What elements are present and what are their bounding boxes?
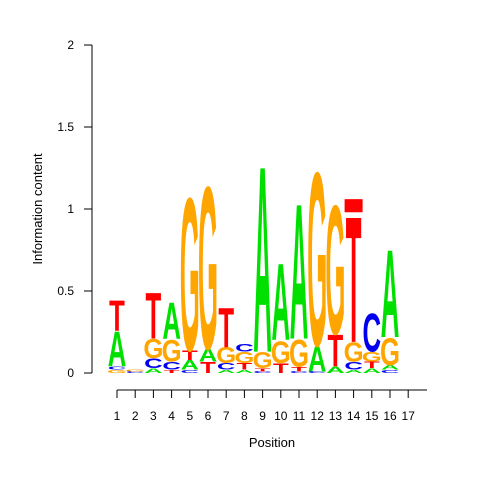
logo-letter-a-pos-7: A xyxy=(217,369,236,374)
logo-letter-a-pos-11: A xyxy=(290,165,309,381)
logo-letter-c-pos-2: C xyxy=(126,371,145,374)
logo-letter-g-pos-14: G xyxy=(344,337,364,368)
logo-letter-a-pos-1: A xyxy=(108,322,127,377)
logo-letter-t-pos-5: T xyxy=(182,348,198,363)
x-tick-label: 9 xyxy=(259,409,266,423)
logo-letter-g-pos-4: G xyxy=(162,334,182,369)
x-axis-ticks: 1 2 3 4 5 6 7 8 9 10 11 12 13 14 15 16 17 xyxy=(114,390,416,423)
logo-letter-t-pos-3: T xyxy=(146,279,162,353)
x-tick-label: 15 xyxy=(365,409,379,423)
logo-letter-a-pos-3: A xyxy=(144,367,163,375)
x-tick-label: 4 xyxy=(168,409,175,423)
logo-letter-a-pos-16: A xyxy=(381,225,400,365)
logo-letter-a-pos-4: A xyxy=(162,292,181,350)
logo-letter-a-pos-9: A xyxy=(253,112,272,409)
logo-letter-c-pos-5: C xyxy=(181,369,200,374)
y-tick-label: 2 xyxy=(67,38,74,52)
x-tick-label: 5 xyxy=(186,409,193,423)
logo-letter-t-pos-9: T xyxy=(255,367,272,372)
x-tick-label: 12 xyxy=(311,409,325,423)
logo-letter-g-pos-2: G xyxy=(125,369,145,372)
logo-letter-c-pos-14: C xyxy=(344,360,363,373)
logo-letter-g-pos-7: G xyxy=(216,343,236,368)
logo-letter-t-pos-8: T xyxy=(237,362,253,372)
logo-letter-g-pos-8: G xyxy=(234,349,254,367)
logo-letter-c-pos-16: C xyxy=(381,369,400,374)
y-axis-label: Information content xyxy=(30,153,45,265)
logo-letter-t-pos-13: T xyxy=(328,326,344,376)
x-tick-label: 7 xyxy=(223,409,230,423)
logo-letter-c-pos-9: C xyxy=(253,371,272,374)
logo-letter-a-pos-15: A xyxy=(363,367,382,375)
logo-letter-a-pos-6: A xyxy=(199,345,218,365)
logo-letter-g-pos-5: G xyxy=(180,152,200,396)
logo-letter-c-pos-8: C xyxy=(235,342,254,355)
y-tick-label: 0 xyxy=(67,366,74,380)
logo-letter-t-pos-10: T xyxy=(273,361,289,376)
logo-letter-t-pos-7: T xyxy=(218,296,234,359)
logo-letter-c-pos-11: C xyxy=(290,371,309,374)
x-tick-label: 6 xyxy=(205,409,212,423)
logo-letter-c-pos-12: C xyxy=(308,371,327,374)
logo-letter-t-pos-4: T xyxy=(164,369,181,374)
logo-letter-g-pos-12: G xyxy=(307,121,327,398)
logo-letter-a-pos-10: A xyxy=(272,241,291,364)
x-tick-label: 8 xyxy=(241,409,248,423)
x-tick-label: 11 xyxy=(293,409,306,423)
logo-letter-t-pos-11: T xyxy=(291,365,307,373)
logo-letter-a-pos-13: A xyxy=(326,365,345,375)
logo-letter-g-pos-10: G xyxy=(271,336,291,371)
y-axis-ticks: 0 0.5 1 1.5 2 xyxy=(57,38,92,380)
logo-letter-a-pos-14: A xyxy=(344,369,363,374)
logo-letter-t-pos-6: T xyxy=(200,359,216,377)
logo-letter-g-pos-6: G xyxy=(198,139,218,399)
y-tick-label: 0.5 xyxy=(57,284,74,298)
x-tick-label: 1 xyxy=(114,409,121,423)
x-tick-label: 10 xyxy=(274,409,288,423)
x-tick-label: 17 xyxy=(402,409,416,423)
logo-letter-c-pos-4: C xyxy=(162,360,181,373)
logo-letter-g-pos-11: G xyxy=(289,331,309,375)
logo-letter-c-pos-3: C xyxy=(144,356,163,371)
logo-letter-t-pos-1: T xyxy=(109,291,125,340)
logo-letter-a-pos-12: A xyxy=(308,338,327,380)
x-tick-label: 3 xyxy=(150,409,157,423)
x-tick-label: 14 xyxy=(347,409,361,423)
x-tick-label: 2 xyxy=(132,409,139,423)
logo-letter-c-pos-1: C xyxy=(108,366,127,371)
y-tick-label: 1 xyxy=(67,202,74,216)
logo-letter-g-pos-3: G xyxy=(143,334,163,365)
logo-letter-c-pos-7: C xyxy=(217,362,236,372)
x-tick-label: 13 xyxy=(329,409,343,423)
y-tick-label: 1.5 xyxy=(57,120,74,134)
logo-letter-a-pos-16: A xyxy=(381,364,400,372)
x-axis-label: Position xyxy=(249,435,295,450)
logo-letter-gap-pos-14 xyxy=(344,199,363,213)
logo-letter-g-pos-13: G xyxy=(325,167,345,373)
logo-letter-g-pos-15: G xyxy=(362,350,382,365)
logo-letter-t-pos-14: T xyxy=(346,181,362,381)
logo-letter-a-pos-5: A xyxy=(181,358,200,373)
logo-letter-a-pos-8: A xyxy=(235,369,254,374)
x-tick-label: 16 xyxy=(383,409,397,423)
logo-letter-g-pos-16: G xyxy=(380,329,400,373)
logo-letter-g-pos-1: G xyxy=(107,369,127,374)
logo-letter-t-pos-15: T xyxy=(364,361,380,371)
logo-letter-c-pos-15: C xyxy=(363,303,382,364)
logo-letter-g-pos-9: G xyxy=(253,348,273,373)
